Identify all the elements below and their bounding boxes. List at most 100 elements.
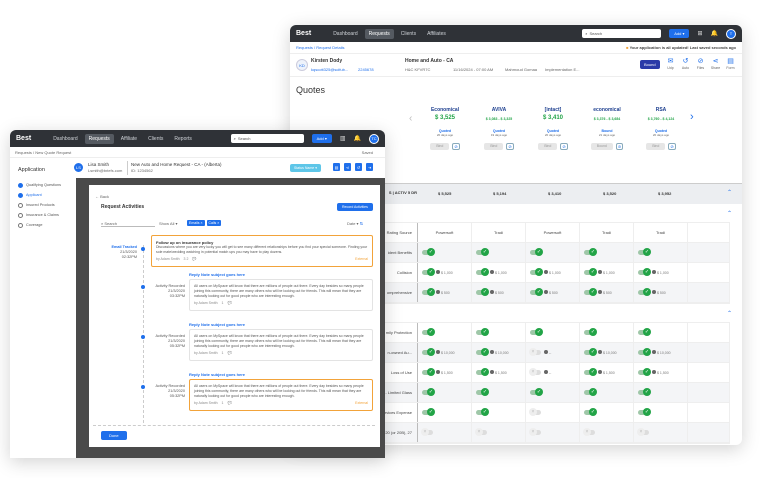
coverage-toggle[interactable] [476,248,489,256]
bell-icon[interactable]: 🔔 [353,136,361,142]
coverage-toggle[interactable] [584,288,597,296]
coverage-toggle[interactable] [584,348,597,356]
collapse-icon[interactable]: ⌃ [726,311,732,317]
nav-item-requests[interactable]: Requests [84,133,114,144]
sidebar-step[interactable]: Applicant [18,190,61,200]
client-name[interactable]: Kirsten Dody [311,58,343,64]
share-icon[interactable]: ⋖ [343,162,352,172]
bell-icon[interactable]: 🔔 [710,31,718,37]
coverage-toggle[interactable] [476,388,489,396]
search-input[interactable]: ⌕ Search [230,134,304,143]
coverage-toggle[interactable] [638,268,651,276]
coverage-toggle[interactable] [529,348,541,356]
coverage-toggle[interactable] [638,248,651,256]
coverage-toggle[interactable] [422,408,435,416]
activity-subject[interactable]: Reply Note subject goes here [189,322,246,327]
coverage-toggle[interactable] [530,248,543,256]
nav-item-requests[interactable]: Requests [364,28,394,39]
add-button[interactable]: Add ▾ [311,134,332,143]
coverage-toggle[interactable] [475,428,487,436]
nav-item-affiliates[interactable]: Affiliates [427,30,446,37]
done-button[interactable]: Done [101,431,127,440]
activity-card[interactable]: All users on MySpace will know that ther… [189,279,373,311]
coverage-toggle[interactable] [529,368,541,376]
coverage-toggle[interactable] [584,388,597,396]
comment-icon[interactable]: 💬 [227,351,232,355]
notes-icon[interactable]: ▤ [332,162,341,172]
sidebar-step[interactable]: Qualifying Questions [18,180,61,190]
sidebar-step[interactable]: Insured Products [18,200,61,210]
avatar[interactable]: TC [369,133,379,144]
add-button[interactable]: Add ▾ [669,29,690,38]
compare-icon[interactable]: ⊘ [560,143,568,150]
action-files[interactable]: ⊘ Files [694,57,707,70]
coverage-toggle[interactable] [529,408,541,416]
breadcrumb[interactable]: Requests / Request Details [296,45,345,50]
sort-dropdown[interactable]: Date ▾ ⇅ [347,221,364,226]
nav-item-clients[interactable]: Clients [400,30,417,37]
client-email[interactable]: kqscott325@scifub... [311,67,349,72]
activity-card[interactable]: All users on MySpace will know that ther… [189,329,373,361]
coverage-toggle[interactable] [422,248,435,256]
coverage-toggle[interactable] [476,328,489,336]
comment-icon[interactable]: 💬 [227,401,232,405]
coverage-toggle[interactable] [422,268,435,276]
action-udp[interactable]: ✉ Udp [664,57,677,70]
sidebar-step[interactable]: Coverage [18,220,61,230]
next-arrow-icon[interactable]: › [690,111,694,123]
breadcrumb[interactable]: Requests / New Quote Request [15,150,72,155]
coverage-toggle[interactable] [638,388,651,396]
coverage-toggle[interactable] [584,368,597,376]
coverage-toggle[interactable] [476,368,489,376]
coverage-toggle[interactable] [584,408,597,416]
activity-card[interactable]: Follow up on insurance policy Discussions… [151,235,373,267]
comment-icon[interactable]: 💬 [227,301,232,305]
coverage-toggle[interactable] [529,428,541,436]
nav-item-dashboard[interactable]: Dashboard [53,135,78,142]
coverage-toggle[interactable] [422,288,435,296]
coverage-toggle[interactable] [476,408,489,416]
coverage-toggle[interactable] [638,348,651,356]
coverage-toggle[interactable] [584,268,597,276]
book-icon[interactable]: ▥ [339,136,346,142]
coverage-toggle[interactable] [584,248,597,256]
coverage-toggle[interactable] [422,388,435,396]
bind-button[interactable]: Bind [538,143,558,150]
coverage-toggle[interactable] [638,328,651,336]
compare-icon[interactable]: ⊘ [452,143,460,150]
action-share[interactable]: ⋖ Share [709,57,722,70]
activity-subject[interactable]: Reply Note subject goes here [189,372,246,377]
collapse-icon[interactable]: ⌃ [726,190,732,196]
coverage-toggle[interactable] [422,368,435,376]
collapse-icon[interactable]: ⌃ [726,211,732,217]
avatar[interactable]: T [726,28,736,39]
action-auto[interactable]: ↺ Auto [679,57,692,70]
prev-arrow-icon[interactable]: ‹ [409,113,413,124]
coverage-toggle[interactable] [422,348,435,356]
filter-chip[interactable]: Emails × [187,220,205,226]
coverage-toggle[interactable] [638,288,651,296]
show-filter[interactable]: Show All ▾ [159,221,178,226]
coverage-toggle[interactable] [476,268,489,276]
compare-icon[interactable]: ⊘ [668,143,676,150]
bind-button[interactable]: Bind [430,143,450,150]
coverage-toggle[interactable] [530,268,543,276]
filter-chip[interactable]: Calls × [206,220,222,226]
client-phone[interactable]: 2245678 [358,67,374,72]
client-email[interactable]: Lsmith@briefs.com [88,168,123,173]
compare-icon[interactable]: ⊘ [506,143,514,150]
bind-button[interactable]: Bind [646,143,666,150]
coverage-toggle[interactable] [476,288,489,296]
bind-button[interactable]: Bound [590,143,613,150]
nav-item-affiliate[interactable]: Affiliate [120,135,138,142]
coverage-toggle[interactable] [530,288,543,296]
compare-icon[interactable]: ⊘ [615,143,624,150]
activity-search-input[interactable]: ⌕ Search [101,221,155,227]
sidebar-step[interactable]: Insurance & Claims [18,210,61,220]
bind-button[interactable]: Bind [484,143,504,150]
coverage-toggle[interactable] [583,428,595,436]
coverage-toggle[interactable] [476,348,489,356]
activity-card[interactable]: All users on MySpace will know that ther… [189,379,373,411]
nav-item-clients[interactable]: Clients [148,135,164,142]
record-activities-button[interactable]: Record Activities [337,203,373,211]
